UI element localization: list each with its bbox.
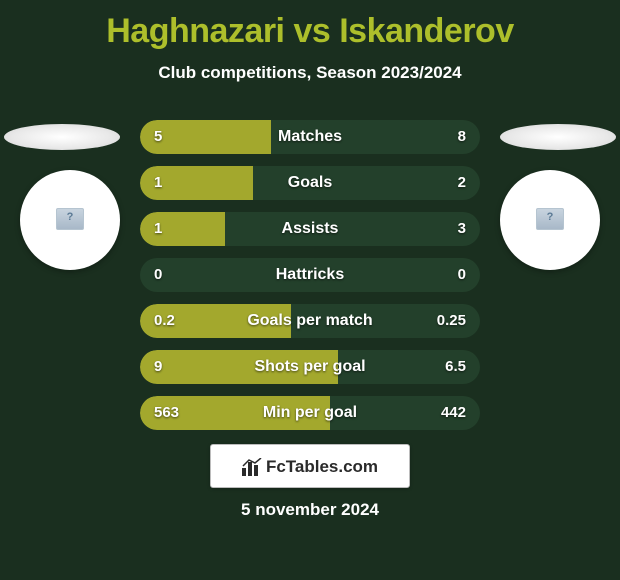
- stat-row: 5Matches8: [140, 120, 480, 154]
- stat-row: 563Min per goal442: [140, 396, 480, 430]
- player-right-shadow: [500, 124, 616, 150]
- page-title: Haghnazari vs Iskanderov: [0, 0, 620, 51]
- stat-value-right: 3: [458, 212, 466, 246]
- stat-label: Goals per match: [140, 304, 480, 338]
- player-left-shadow: [4, 124, 120, 150]
- stat-row: 1Assists3: [140, 212, 480, 246]
- stat-value-right: 0.25: [437, 304, 466, 338]
- stat-label: Shots per goal: [140, 350, 480, 384]
- stat-label: Goals: [140, 166, 480, 200]
- stat-value-right: 8: [458, 120, 466, 154]
- stat-row: 0.2Goals per match0.25: [140, 304, 480, 338]
- stat-value-right: 2: [458, 166, 466, 200]
- logo-text: FcTables.com: [266, 457, 378, 476]
- stat-value-right: 6.5: [445, 350, 466, 384]
- stat-row: 9Shots per goal6.5: [140, 350, 480, 384]
- player-left-badge: [20, 170, 120, 270]
- stat-label: Hattricks: [140, 258, 480, 292]
- subtitle: Club competitions, Season 2023/2024: [0, 63, 620, 83]
- stat-value-right: 442: [441, 396, 466, 430]
- stat-value-right: 0: [458, 258, 466, 292]
- bar-chart-icon: [242, 458, 262, 476]
- fctables-logo: FcTables.com: [210, 444, 410, 488]
- stat-row: 1Goals2: [140, 166, 480, 200]
- unknown-player-icon: [56, 208, 84, 230]
- stat-label: Assists: [140, 212, 480, 246]
- player-right-badge: [500, 170, 600, 270]
- stat-label: Matches: [140, 120, 480, 154]
- stat-label: Min per goal: [140, 396, 480, 430]
- generated-date: 5 november 2024: [0, 500, 620, 520]
- stat-row: 0Hattricks0: [140, 258, 480, 292]
- stats-chart: 5Matches8 1Goals2 1Assists3 0Hattricks0 0.2G…: [140, 120, 480, 442]
- unknown-player-icon: [536, 208, 564, 230]
